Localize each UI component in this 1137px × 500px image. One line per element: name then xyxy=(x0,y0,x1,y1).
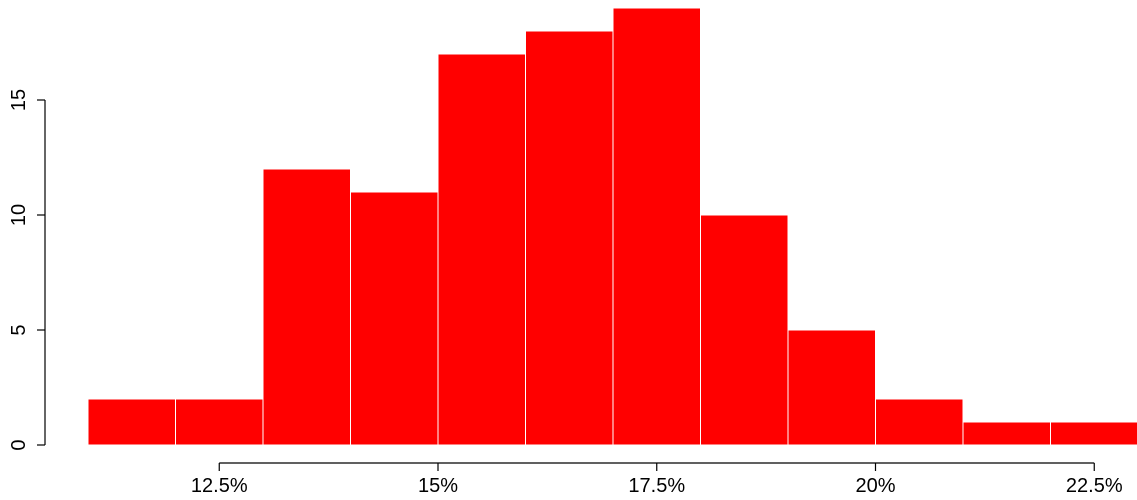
x-tick-label: 22.5% xyxy=(1066,475,1123,497)
histogram-bar xyxy=(962,421,1051,446)
histogram-bar xyxy=(87,398,176,446)
x-tick-label: 15% xyxy=(418,475,458,497)
histogram-bar xyxy=(1050,421,1137,446)
x-tick-label: 12.5% xyxy=(191,475,248,497)
y-axis: 0 5 10 15 xyxy=(8,89,46,451)
histogram-bar xyxy=(700,214,789,446)
histogram-bar xyxy=(875,398,964,446)
histogram-bar xyxy=(437,53,526,446)
histogram-bar xyxy=(350,191,439,446)
x-tick-label: 20% xyxy=(855,475,895,497)
y-tick-label: 5 xyxy=(8,324,30,335)
histogram-bar xyxy=(787,329,876,446)
histogram-bar xyxy=(262,168,351,446)
histogram-bar xyxy=(612,7,701,446)
y-tick-label: 0 xyxy=(8,439,30,450)
x-axis: 12.5% 15% 17.5% 20% 22.5% xyxy=(191,462,1123,497)
histogram-bar xyxy=(175,398,264,446)
x-tick-label: 17.5% xyxy=(628,475,685,497)
y-tick-label: 10 xyxy=(8,204,30,226)
histogram-bar xyxy=(525,30,614,446)
y-tick-label: 15 xyxy=(8,89,30,111)
bars-layer xyxy=(87,7,1137,446)
